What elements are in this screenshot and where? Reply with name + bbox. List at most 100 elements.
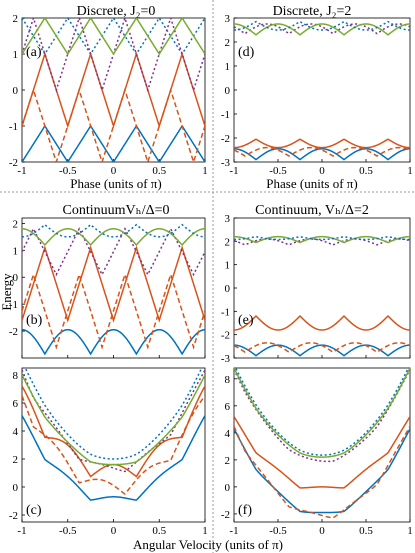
series-line-d-5 bbox=[234, 20, 410, 31]
xtick-label: -0.5 bbox=[59, 165, 77, 177]
xlabel-d: Phase (units of π) bbox=[266, 176, 357, 191]
ytick-label: 1 bbox=[225, 61, 231, 73]
ylabel-energy: Energy bbox=[0, 273, 14, 311]
series-line-e-1 bbox=[234, 342, 410, 354]
series-line-e-2 bbox=[234, 314, 410, 331]
xtick-label: 1 bbox=[202, 165, 208, 177]
xtick-label: -1 bbox=[229, 525, 238, 537]
panel-label-d: (d) bbox=[238, 45, 255, 60]
series-group-e bbox=[234, 235, 410, 357]
ytick-label: -2 bbox=[9, 510, 18, 522]
title-a: Discrete, J₂=0 bbox=[77, 4, 156, 19]
xtick-label: 1 bbox=[407, 165, 413, 177]
ytick-label: 6 bbox=[13, 398, 19, 410]
series-line-f-3 bbox=[234, 368, 410, 463]
series-line-c-2 bbox=[22, 395, 205, 496]
series-line-c-4 bbox=[22, 374, 205, 466]
series-line-b-3 bbox=[22, 227, 205, 277]
series-group-b bbox=[22, 223, 205, 356]
xtick-label: 1 bbox=[202, 525, 208, 537]
title-b: ContinuumVₕ/Δ=0 bbox=[63, 203, 170, 218]
ytick-label: 2 bbox=[225, 455, 231, 467]
ytick-label: -2 bbox=[221, 509, 230, 521]
ytick-label: 3 bbox=[225, 213, 231, 225]
ytick-label: 0 bbox=[225, 85, 231, 97]
xtick-label: 0.5 bbox=[359, 165, 373, 177]
xtick-label: 0 bbox=[319, 165, 325, 177]
ytick-label: -3 bbox=[221, 157, 231, 169]
panel-label-f: (f) bbox=[238, 503, 252, 518]
ytick-label: -1 bbox=[9, 299, 18, 311]
xlabel-a: Phase (units of π) bbox=[70, 176, 161, 191]
xtick-label: 0.5 bbox=[152, 525, 166, 537]
panels: -2 -1 0 1 2 -1 -0.5 0 0.5 1 (a) -3 -2 -1 0 1 2 3 -1 -0.5 0 0.… bbox=[9, 13, 413, 537]
series-line-f-0 bbox=[234, 428, 410, 514]
series-line-e-0 bbox=[234, 344, 410, 357]
ytick-label: 1 bbox=[225, 260, 231, 272]
series-line-d-2 bbox=[234, 146, 410, 157]
xtick-label: 0 bbox=[111, 525, 117, 537]
ytick-label: 0 bbox=[225, 283, 231, 295]
series-line-c-0 bbox=[22, 415, 205, 501]
ytick-label: 2 bbox=[13, 218, 19, 230]
xtick-label: -1 bbox=[17, 525, 26, 537]
series-line-e-4 bbox=[234, 235, 410, 244]
panel-label-b: (b) bbox=[26, 313, 43, 328]
series-line-f-2 bbox=[234, 416, 410, 489]
ytick-label: -2 bbox=[221, 330, 230, 342]
ytick-label: 8 bbox=[13, 370, 19, 382]
ytick-label: 2 bbox=[13, 454, 19, 466]
series-line-c-5 bbox=[24, 368, 203, 460]
xtick-label: 0 bbox=[111, 165, 117, 177]
series-group-a bbox=[22, 18, 205, 162]
series-line-b-4 bbox=[22, 228, 205, 247]
xtick-label: -0.5 bbox=[269, 525, 287, 537]
title-e: Continuum, Vₕ/Δ=2 bbox=[255, 203, 369, 218]
series-line-a-2 bbox=[22, 51, 205, 129]
ytick-label: 2 bbox=[13, 13, 19, 25]
ytick-label: 0 bbox=[225, 482, 231, 494]
ytick-label: 1 bbox=[13, 49, 19, 61]
series-line-c-3 bbox=[22, 369, 205, 473]
ytick-label: 1 bbox=[13, 245, 19, 257]
series-line-d-0 bbox=[234, 148, 410, 161]
series-line-a-1 bbox=[22, 18, 205, 56]
ytick-label: 2 bbox=[225, 37, 231, 49]
title-d: Discrete, J₂=2 bbox=[273, 4, 352, 19]
series-line-a-5 bbox=[22, 18, 205, 56]
ytick-label: 0 bbox=[13, 85, 19, 97]
axes-box-d bbox=[233, 17, 411, 163]
panel-c: -2 0 2 4 6 8 -1 -0.5 0 0.5 1 (c) bbox=[9, 367, 208, 537]
panel-e: -3 -2 -1 0 1 2 3 (e) bbox=[221, 213, 411, 365]
ytick-label: 4 bbox=[225, 428, 231, 440]
panel-b: -2 -1 0 1 2 (b) bbox=[9, 217, 206, 359]
ytick-label: 6 bbox=[225, 401, 231, 413]
xtick-label: 0.5 bbox=[152, 165, 166, 177]
series-line-f-4 bbox=[234, 368, 410, 458]
ytick-label: 2 bbox=[225, 236, 231, 248]
series-line-a-0 bbox=[22, 124, 205, 162]
panel-label-c: (c) bbox=[26, 503, 42, 518]
ytick-label: 8 bbox=[225, 374, 231, 386]
ytick-label: -1 bbox=[221, 306, 230, 318]
series-line-e-3 bbox=[234, 238, 410, 246]
xtick-label: 1 bbox=[407, 525, 413, 537]
ytick-label: -1 bbox=[221, 109, 230, 121]
series-group-f bbox=[234, 368, 410, 519]
series-line-a-3 bbox=[22, 87, 205, 162]
ytick-label: -2 bbox=[9, 157, 18, 169]
series-line-d-1 bbox=[234, 138, 410, 149]
series-line-d-4 bbox=[234, 23, 410, 36]
xtick-label: -0.5 bbox=[59, 525, 77, 537]
ytick-label: 0 bbox=[13, 482, 19, 494]
xtick-label: -1 bbox=[229, 165, 238, 177]
series-line-b-5 bbox=[22, 223, 205, 238]
xtick-label: -0.5 bbox=[269, 165, 287, 177]
panel-label-a: (a) bbox=[26, 45, 42, 60]
panel-label-e: (e) bbox=[238, 313, 254, 328]
ytick-label: 0 bbox=[13, 272, 19, 284]
series-group-c bbox=[22, 368, 205, 501]
xlabel-bottom: Angular Velocity (units of π) bbox=[133, 537, 283, 552]
